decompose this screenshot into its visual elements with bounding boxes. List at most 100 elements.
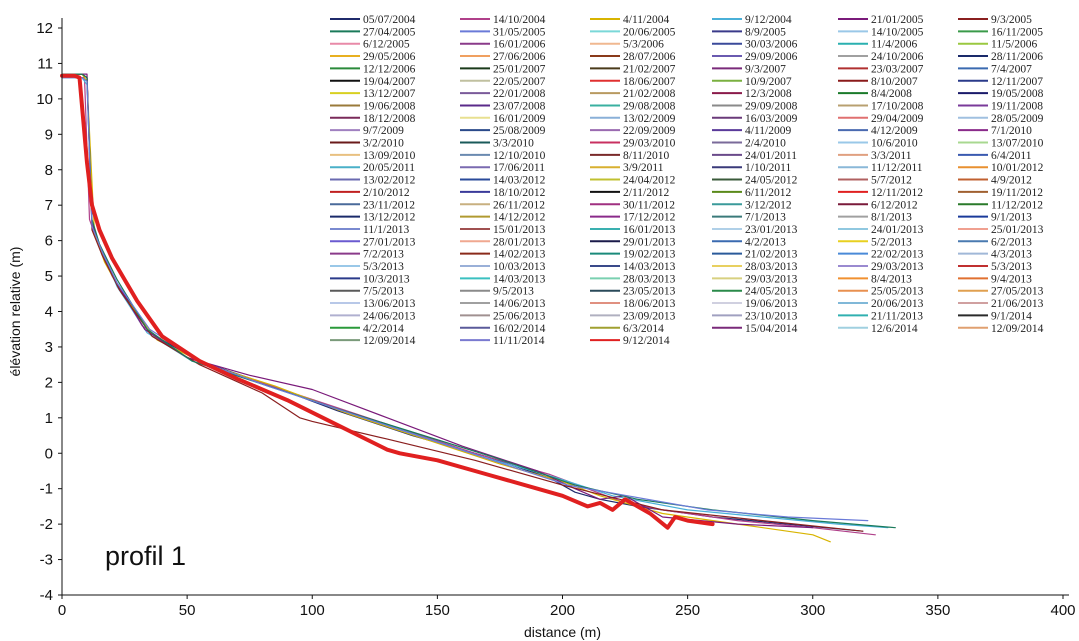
- legend-label: 8/4/2008: [871, 88, 912, 100]
- legend-label: 3/12/2012: [745, 199, 792, 211]
- legend-label: 28/03/2013: [745, 261, 798, 273]
- legend-label: 11/12/2012: [991, 199, 1043, 211]
- legend-label: 21/06/2013: [991, 298, 1044, 310]
- x-tick-label: 250: [675, 602, 700, 619]
- legend-label: 10/03/2013: [493, 261, 546, 273]
- legend-label: 27/06/2006: [493, 51, 546, 63]
- profile-annotation: profil 1: [105, 541, 186, 571]
- legend-label: 29/09/2006: [745, 51, 798, 63]
- legend-label: 4/11/2004: [623, 14, 669, 26]
- legend: 05/07/2004 14/10/2004 4/11/2004 9/12/2004 21…: [330, 14, 1044, 347]
- legend-label: 9/4/2013: [991, 273, 1032, 285]
- legend-label: 23/07/2008: [493, 100, 546, 112]
- legend-label: 8/10/2007: [871, 76, 918, 88]
- legend-label: 18/06/2013: [623, 298, 676, 310]
- legend-label: 9/12/2014: [623, 335, 670, 347]
- legend-label: 24/04/2012: [623, 175, 676, 187]
- legend-label: 20/06/2005: [623, 26, 676, 38]
- legend-label: 31/05/2005: [493, 26, 546, 38]
- legend-label: 26/11/2012: [493, 199, 545, 211]
- legend-label: 4/2/2014: [363, 323, 404, 335]
- x-tick-label: 400: [1050, 602, 1075, 619]
- legend-label: 5/3/2013: [991, 261, 1032, 273]
- legend-label: 4/12/2009: [871, 125, 918, 137]
- series-line: [60, 73, 715, 530]
- legend-label: 28/03/2013: [623, 273, 676, 285]
- legend-label: 6/12/2005: [363, 39, 410, 51]
- legend-label: 9/1/2014: [991, 310, 1032, 322]
- y-tick-label: -1: [40, 481, 53, 498]
- legend-label: 21/11/2013: [871, 310, 923, 322]
- legend-label: 7/1/2010: [991, 125, 1032, 137]
- legend-label: 19/06/2013: [745, 298, 798, 310]
- legend-label: 6/3/2014: [623, 323, 664, 335]
- legend-label: 14/02/2013: [493, 249, 546, 261]
- legend-label: 9/12/2004: [745, 14, 792, 26]
- legend-label: 25/05/2013: [871, 286, 924, 298]
- legend-label: 1/10/2011: [745, 162, 791, 174]
- legend-label: 28/07/2006: [623, 51, 676, 63]
- legend-label: 23/09/2013: [623, 310, 676, 322]
- x-axis-title: distance (m): [524, 624, 601, 640]
- legend-label: 7/4/2007: [991, 63, 1032, 75]
- legend-label: 7/1/2013: [745, 212, 786, 224]
- x-tick-label: 100: [300, 602, 325, 619]
- legend-label: 9/1/2013: [991, 212, 1032, 224]
- legend-label: 25/01/2013: [991, 224, 1044, 236]
- y-tick-label: 10: [36, 91, 53, 108]
- legend-label: 24/01/2013: [871, 224, 924, 236]
- legend-label: 25/06/2013: [493, 310, 546, 322]
- legend-label: 28/01/2013: [493, 236, 546, 248]
- legend-label: 18/12/2008: [363, 113, 416, 125]
- legend-label: 22/01/2008: [493, 88, 546, 100]
- legend-label: 3/2/2010: [363, 138, 404, 150]
- legend-label: 11/11/2014: [493, 335, 545, 347]
- legend-label: 5/3/2013: [363, 261, 404, 273]
- legend-label: 29/08/2008: [623, 100, 676, 112]
- legend-label: 29/03/2013: [745, 273, 798, 285]
- legend-label: 19/11/2008: [991, 100, 1043, 112]
- legend-label: 11/5/2006: [991, 39, 1037, 51]
- legend-label: 23/03/2007: [871, 63, 924, 75]
- legend-label: 10/6/2010: [871, 138, 918, 150]
- legend-label: 13/02/2012: [363, 175, 416, 187]
- y-tick-label: 1: [45, 410, 53, 427]
- legend-label: 19/05/2008: [991, 88, 1044, 100]
- legend-label: 12/3/2008: [745, 88, 792, 100]
- legend-label: 16/01/2006: [493, 39, 546, 51]
- legend-label: 13/07/2010: [991, 138, 1044, 150]
- legend-label: 5/2/2013: [871, 236, 912, 248]
- legend-label: 12/10/2010: [493, 150, 546, 162]
- legend-label: 12/11/2012: [871, 187, 923, 199]
- legend-label: 6/12/2012: [871, 199, 918, 211]
- x-tick-label: 350: [925, 602, 950, 619]
- legend-label: 12/09/2014: [991, 323, 1044, 335]
- legend-label: 12/12/2006: [363, 63, 416, 75]
- legend-label: 19/06/2008: [363, 100, 416, 112]
- legend-label: 16/11/2005: [991, 26, 1043, 38]
- legend-label: 29/09/2008: [745, 100, 798, 112]
- legend-label: 5/3/2006: [623, 39, 664, 51]
- x-tick-label: 0: [58, 602, 66, 619]
- legend-label: 19/11/2012: [991, 187, 1043, 199]
- legend-label: 19/02/2013: [623, 249, 676, 261]
- legend-label: 8/4/2013: [871, 273, 912, 285]
- legend-label: 9/3/2005: [991, 14, 1032, 26]
- legend-label: 24/10/2006: [871, 51, 924, 63]
- legend-label: 14/10/2005: [871, 26, 924, 38]
- legend-label: 15/04/2014: [745, 323, 798, 335]
- legend-label: 30/11/2012: [623, 199, 675, 211]
- legend-label: 16/03/2009: [745, 113, 798, 125]
- legend-label: 18/06/2007: [623, 76, 676, 88]
- y-tick-label: 11: [37, 55, 53, 72]
- legend-label: 29/03/2013: [871, 261, 924, 273]
- y-tick-label: -4: [40, 587, 53, 604]
- legend-label: 29/05/2006: [363, 51, 416, 63]
- legend-label: 20/05/2011: [363, 162, 415, 174]
- x-tick-label: 300: [800, 602, 825, 619]
- y-tick-label: 0: [45, 445, 53, 462]
- legend-label: 05/07/2004: [363, 14, 416, 26]
- legend-label: 3/3/2010: [493, 138, 534, 150]
- legend-label: 23/01/2013: [745, 224, 798, 236]
